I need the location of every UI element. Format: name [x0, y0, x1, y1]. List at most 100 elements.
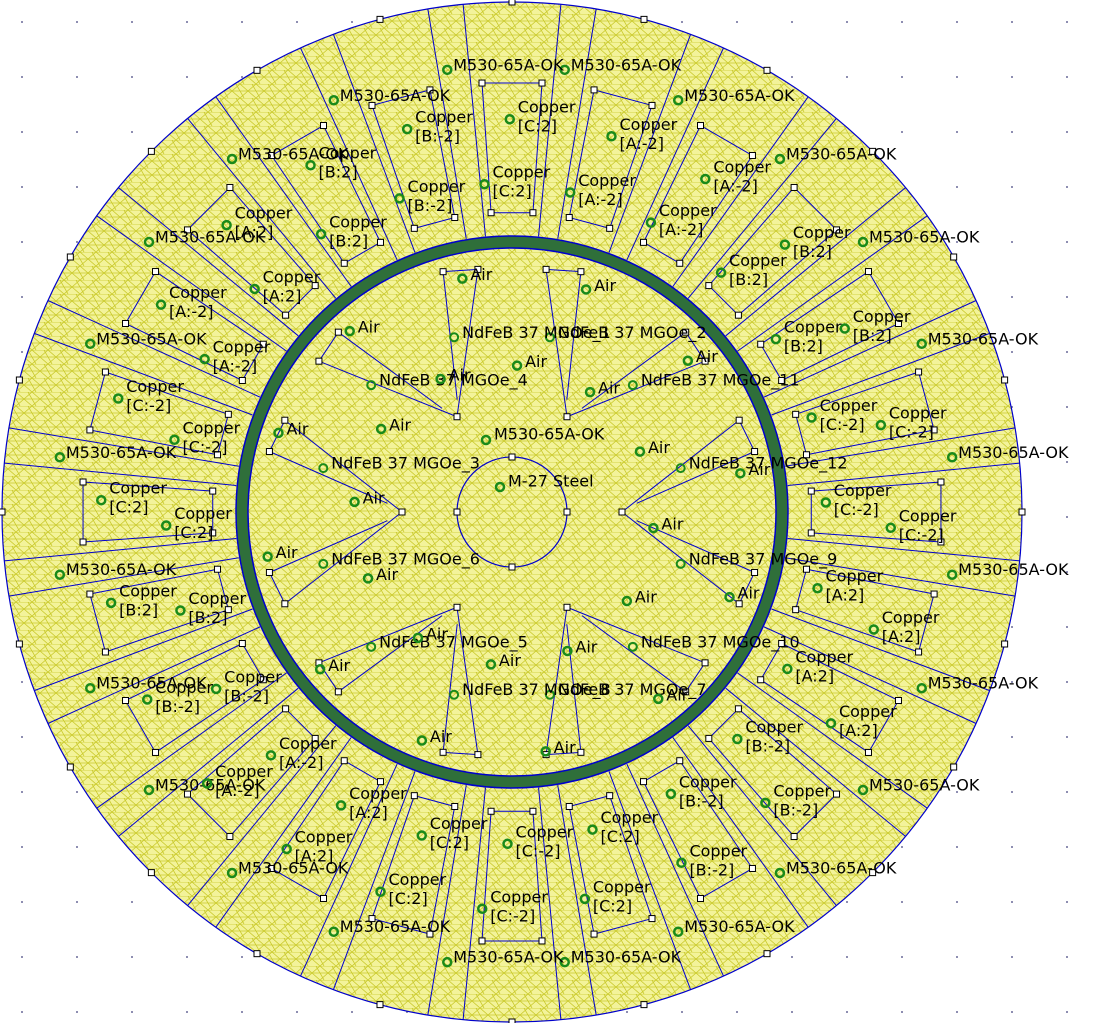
air-label: Air	[376, 565, 398, 584]
node	[706, 283, 712, 289]
coil-material: Copper	[619, 115, 677, 134]
shaft-label: M-27 Steel	[508, 472, 594, 491]
node	[758, 677, 764, 683]
coil-circuit: [A:2]	[349, 803, 388, 822]
node	[591, 931, 597, 937]
node	[316, 358, 322, 364]
node	[916, 649, 922, 655]
air-label: Air	[470, 265, 492, 284]
node	[411, 225, 417, 231]
air-label: Air	[738, 584, 760, 603]
coil-circuit: [C:2]	[109, 498, 148, 517]
coil-circuit: [C:-2]	[182, 437, 227, 456]
magnet-label: NdFeB 37 MGOe_3	[331, 454, 480, 474]
node	[677, 260, 683, 266]
coil-material: Copper	[516, 822, 574, 841]
node	[834, 791, 840, 797]
node	[697, 123, 703, 129]
coil-material: Copper	[224, 667, 282, 686]
node	[87, 591, 93, 597]
air-label: Air	[286, 419, 308, 438]
node	[377, 239, 383, 245]
node	[102, 369, 108, 375]
air-label: Air	[525, 352, 547, 371]
node	[227, 184, 233, 190]
coil-circuit: [A:2]	[295, 846, 334, 865]
node	[793, 411, 799, 417]
coil-material: Copper	[295, 827, 353, 846]
magnet-label: NdFeB 37 MGOe_8	[462, 680, 611, 700]
node	[509, 454, 515, 460]
node	[931, 591, 937, 597]
coil-circuit: [C:2]	[600, 827, 639, 846]
node	[735, 312, 741, 318]
node	[475, 752, 481, 758]
node	[239, 377, 245, 383]
node	[564, 604, 570, 610]
node	[16, 377, 22, 383]
coil-circuit: [C:-2]	[516, 841, 561, 860]
node	[764, 67, 770, 73]
magnet-label: NdFeB 37 MGOe_6	[331, 549, 480, 569]
coil-material: Copper	[689, 841, 747, 860]
air-label: Air	[598, 379, 620, 398]
coil-circuit: [A:-2]	[213, 357, 258, 376]
coil-material: Copper	[784, 318, 842, 337]
node	[283, 312, 289, 318]
magnet-label: NdFeB 37 MGOe_11	[641, 371, 800, 391]
coil-material: Copper	[389, 870, 447, 889]
node	[210, 488, 216, 494]
coil-material: Copper	[235, 204, 293, 223]
coil-material: Copper	[215, 762, 273, 781]
stator-label: M530-65A-OK	[571, 55, 682, 74]
coil-circuit: [A:2]	[263, 286, 302, 305]
air-label: Air	[426, 624, 448, 643]
node	[452, 215, 458, 221]
node	[938, 479, 944, 485]
node	[283, 706, 289, 712]
stator-label: M530-65A-OK	[66, 443, 177, 462]
coil-material: Copper	[279, 734, 337, 753]
node	[266, 569, 272, 575]
node	[791, 184, 797, 190]
node	[321, 895, 327, 901]
coil-circuit: [B:-2]	[773, 800, 818, 819]
stator-label: M530-65A-OK	[928, 329, 1039, 348]
coil-circuit: [A:2]	[882, 627, 921, 646]
coil-circuit: [B:-2]	[689, 860, 734, 879]
coil-circuit: [B:-2]	[155, 697, 200, 716]
coil-circuit: [C:2]	[430, 833, 469, 852]
node	[123, 697, 129, 703]
node	[641, 779, 647, 785]
page: M530-65A-OK M530-65A-OK M530-65A-OK M530-65…	[0, 0, 1102, 1023]
node	[509, 0, 515, 5]
coil-material: Copper	[319, 144, 377, 163]
magnet-label: NdFeB 37 MGOe_9	[689, 549, 838, 569]
coil-material: Copper	[853, 307, 911, 326]
coil-material: Copper	[820, 396, 878, 415]
node	[377, 16, 383, 22]
node	[266, 449, 272, 455]
node	[578, 269, 584, 275]
node	[564, 414, 570, 420]
node	[564, 509, 570, 515]
node	[793, 607, 799, 613]
coil-circuit: [B:2]	[853, 326, 892, 345]
air-label: Air	[594, 276, 616, 295]
coil-circuit: [C:2]	[389, 889, 428, 908]
node	[80, 539, 86, 545]
node	[641, 239, 647, 245]
coil-circuit: [A:-2]	[619, 134, 664, 153]
coil-material: Copper	[408, 177, 466, 196]
air-label: Air	[328, 656, 350, 675]
node	[341, 260, 347, 266]
coil-material: Copper	[119, 581, 177, 600]
node	[254, 67, 260, 73]
stator-label: M530-65A-OK	[453, 948, 564, 967]
coil-circuit: [C:-2]	[899, 525, 944, 544]
coil-circuit: [A:-2]	[659, 220, 704, 239]
node	[566, 803, 572, 809]
air-label: Air	[648, 438, 670, 457]
node	[607, 793, 613, 799]
air-label: Air	[635, 588, 657, 607]
